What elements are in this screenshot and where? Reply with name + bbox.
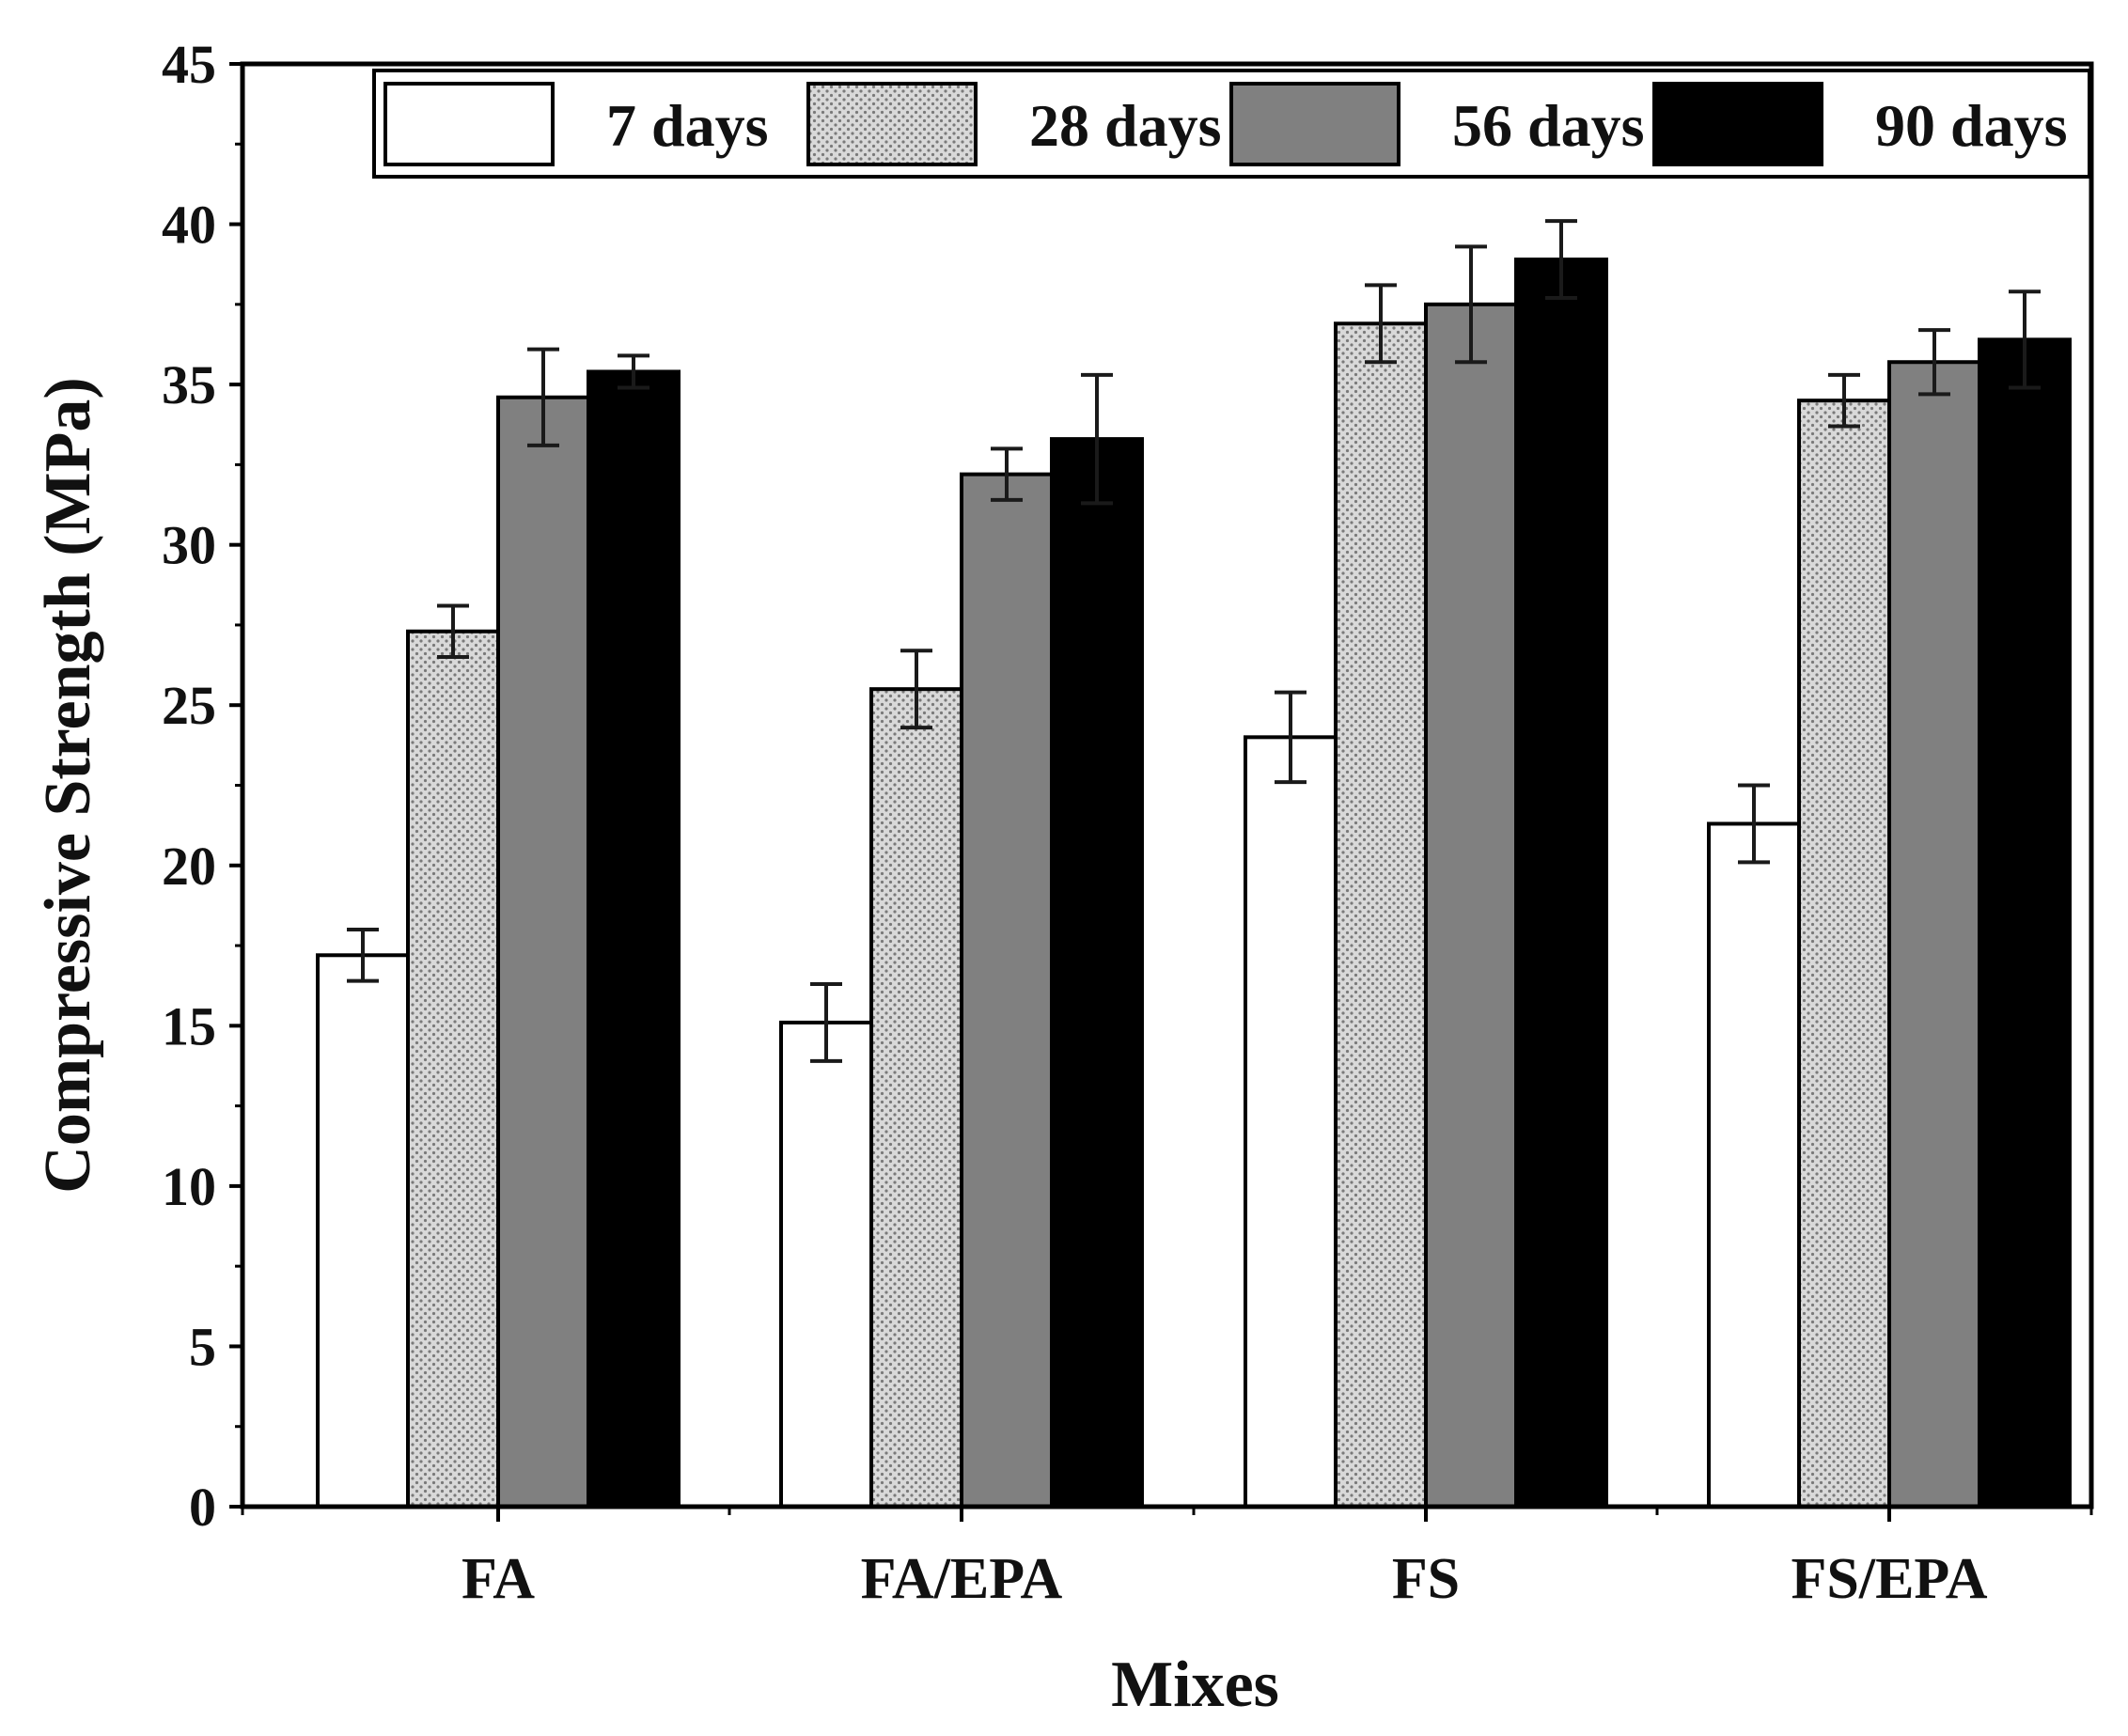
bar-7-days-FS	[1244, 735, 1338, 1509]
legend-entry-56-days: 56 days	[1229, 82, 1645, 166]
bar-7-days-FA	[316, 953, 410, 1509]
x-tick-label: FS	[1392, 1547, 1460, 1611]
bar-56-days-FS	[1424, 302, 1518, 1509]
legend: 7 days 28 days 56 days 90 days	[372, 69, 2091, 179]
y-tick-label: 25	[162, 675, 216, 736]
legend-label: 7 days	[606, 92, 769, 159]
plot-frame	[240, 61, 2094, 1509]
bar-28-days-FS-EPA	[1797, 399, 1891, 1509]
y-tick-label: 5	[189, 1316, 216, 1377]
x-axis-title: Mixes	[1111, 1649, 1279, 1721]
bar-28-days-FA-EPA	[869, 687, 963, 1509]
bar-56-days-FA-EPA	[960, 472, 1054, 1509]
x-tick-label: FA/EPA	[861, 1547, 1063, 1611]
bar-28-days-FS	[1334, 321, 1428, 1509]
legend-entry-7-days: 7 days	[383, 82, 769, 166]
bar-90-days-FS	[1514, 258, 1608, 1509]
legend-swatch	[1652, 82, 1823, 166]
error-bars-layer	[347, 219, 2041, 1063]
x-tick-label: FA	[462, 1547, 535, 1611]
legend-entry-90-days: 90 days	[1652, 82, 2068, 166]
x-axis-layer: FA FA/EPA FS FS/EPA	[241, 1507, 2093, 1611]
y-tick-label: 20	[162, 836, 216, 897]
y-axis-title: Compressive Strength (MPa)	[32, 377, 104, 1193]
legend-swatch	[806, 82, 978, 166]
y-tick-label: 0	[189, 1477, 216, 1538]
bar-56-days-FS-EPA	[1887, 360, 1981, 1509]
y-tick-label: 10	[162, 1156, 216, 1217]
bars-layer	[316, 258, 2072, 1509]
bar-90-days-FS-EPA	[1978, 337, 2072, 1509]
bar-7-days-FS-EPA	[1707, 821, 1801, 1509]
y-tick-label: 40	[162, 195, 216, 256]
y-tick-label: 30	[162, 515, 216, 576]
x-tick-label: FS/EPA	[1792, 1547, 1988, 1611]
bar-56-days-FA	[496, 395, 590, 1509]
legend-swatch	[383, 82, 555, 166]
bar-90-days-FA	[587, 369, 681, 1509]
legend-label: 56 days	[1452, 92, 1645, 159]
y-tick-label: 15	[162, 995, 216, 1056]
bar-7-days-FA-EPA	[779, 1020, 873, 1509]
y-tick-label: 45	[162, 34, 216, 95]
legend-entry-28-days: 28 days	[806, 82, 1222, 166]
bar-90-days-FA-EPA	[1050, 437, 1144, 1509]
legend-swatch	[1229, 82, 1400, 166]
y-ticks-layer: 0 5 10 15 20 25 30 35 40 45	[162, 34, 243, 1538]
bar-28-days-FA	[406, 629, 500, 1509]
legend-label: 28 days	[1029, 92, 1222, 159]
y-tick-label: 35	[162, 354, 216, 415]
legend-label: 90 days	[1875, 92, 2068, 159]
